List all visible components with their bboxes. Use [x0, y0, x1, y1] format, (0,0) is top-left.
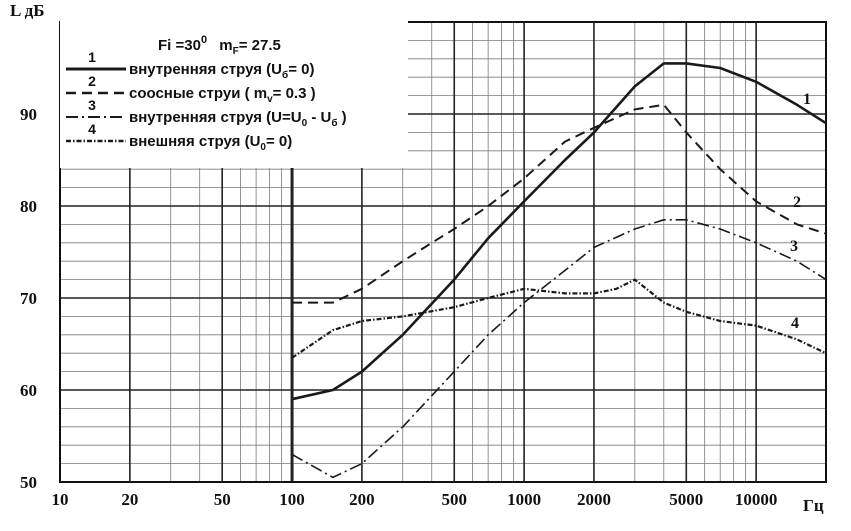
- plot-frame: [59, 21, 827, 483]
- x-tick-label: 10: [52, 490, 69, 509]
- x-tick-label: 2000: [577, 490, 611, 509]
- series-line-3: [291, 219, 827, 479]
- x-tick-label: 100: [279, 490, 305, 509]
- legend-entry-2: соосные струи ( mv= 0.3 ): [129, 85, 316, 105]
- y-tick-label: 60: [20, 381, 37, 400]
- legend-mf-value: = 27.5: [239, 37, 281, 54]
- y-tick-label: 50: [20, 473, 37, 492]
- legend-fi-sup: 0: [201, 34, 207, 46]
- x-axis-label: Гц: [803, 496, 824, 515]
- legend-fi-text: Fi =30: [158, 37, 201, 54]
- y-tick-label: 90: [20, 105, 37, 124]
- y-tick-label: 80: [20, 197, 37, 216]
- x-tick-label: 10000: [735, 490, 778, 509]
- curve-label-4: 4: [791, 315, 799, 332]
- legend-mf-text: m: [219, 37, 232, 54]
- series-line-2: [292, 103, 827, 304]
- legend-number-4: 4: [88, 121, 96, 137]
- y-tick-labels: 50 60 70 80 90: [20, 105, 37, 492]
- legend-mf-sub: F: [233, 46, 239, 57]
- curve-labels: 1 2 3 4: [790, 91, 811, 332]
- legend: Fi =300 mF= 27.5 1 внутренняя струя (Uб= …: [60, 8, 408, 168]
- x-tick-label: 500: [441, 490, 467, 509]
- legend-header: Fi =300 mF= 27.5: [158, 34, 281, 57]
- legend-entry-4: внешняя струя (U0= 0): [129, 133, 292, 153]
- x-tick-label: 5000: [669, 490, 703, 509]
- y-tick-label: 70: [20, 289, 37, 308]
- x-tick-label: 1000: [507, 490, 541, 509]
- x-tick-label: 20: [121, 490, 138, 509]
- legend-entry-3: внутренняя струя (U=U0 - Uб ): [129, 109, 347, 129]
- curves: [291, 62, 827, 479]
- legend-entry-1: внутренняя струя (Uб= 0): [129, 61, 314, 81]
- curve-label-1: 1: [803, 91, 811, 108]
- legend-number-3: 3: [88, 97, 96, 113]
- y-axis-label: L дБ: [10, 1, 45, 20]
- curve-label-3: 3: [790, 238, 798, 255]
- series-line-1: [291, 62, 827, 401]
- legend-box: [60, 8, 408, 168]
- curve-label-2: 2: [793, 194, 801, 211]
- x-tick-label: 200: [349, 490, 375, 509]
- x-tick-label: 50: [214, 490, 231, 509]
- legend-number-1: 1: [88, 49, 96, 65]
- legend-number-2: 2: [88, 73, 96, 89]
- x-tick-labels: 10 20 50 100 200 500 1000 2000 5000 10000: [52, 490, 778, 509]
- series-line-4: [291, 278, 827, 359]
- legend-entries: 1 внутренняя струя (Uб= 0) 2 соосные струи …: [66, 49, 347, 153]
